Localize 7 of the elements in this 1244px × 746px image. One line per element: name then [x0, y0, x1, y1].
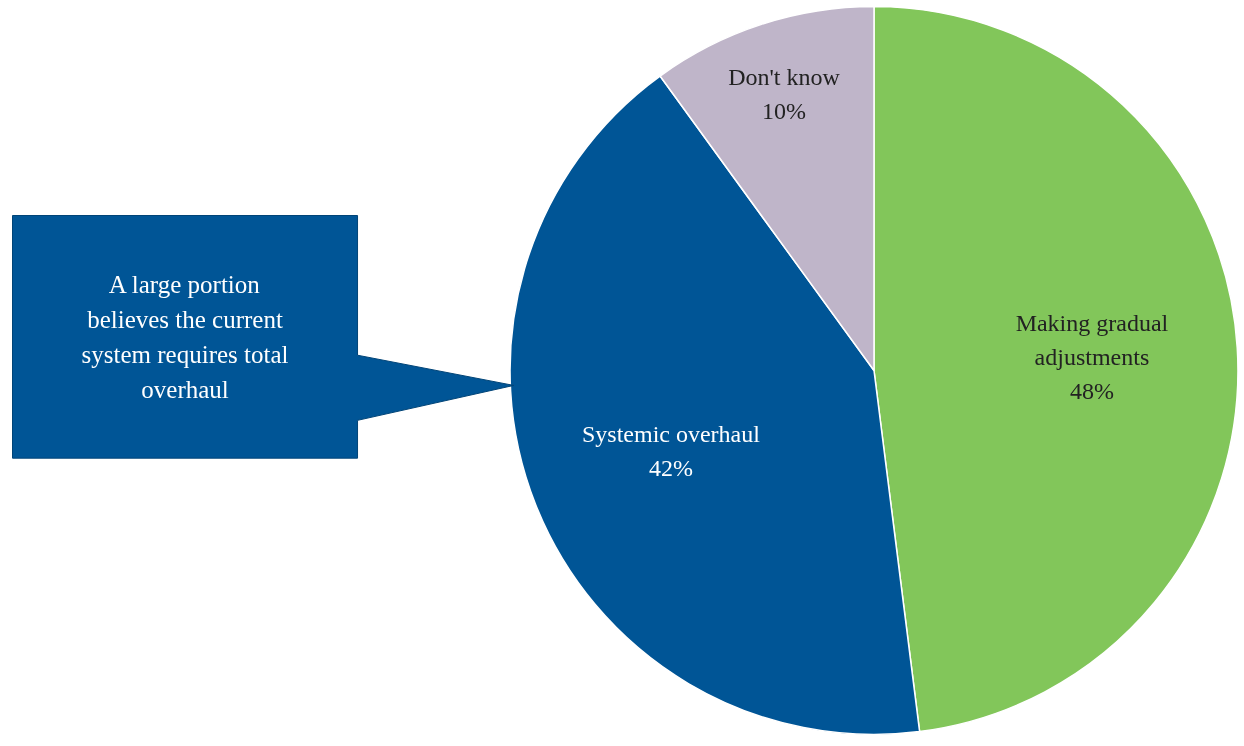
data-label: 42% — [648, 454, 693, 481]
slice-label: Making gradual adjustments — [1015, 309, 1169, 370]
slice-label: Systemic overhaul — [581, 420, 761, 447]
data-label: 48% — [1069, 377, 1114, 404]
data-label: 10% — [762, 97, 807, 124]
text: A large portion believes the current system requires total overhaul — [81, 270, 289, 403]
slice-label: Don't know — [728, 63, 841, 90]
